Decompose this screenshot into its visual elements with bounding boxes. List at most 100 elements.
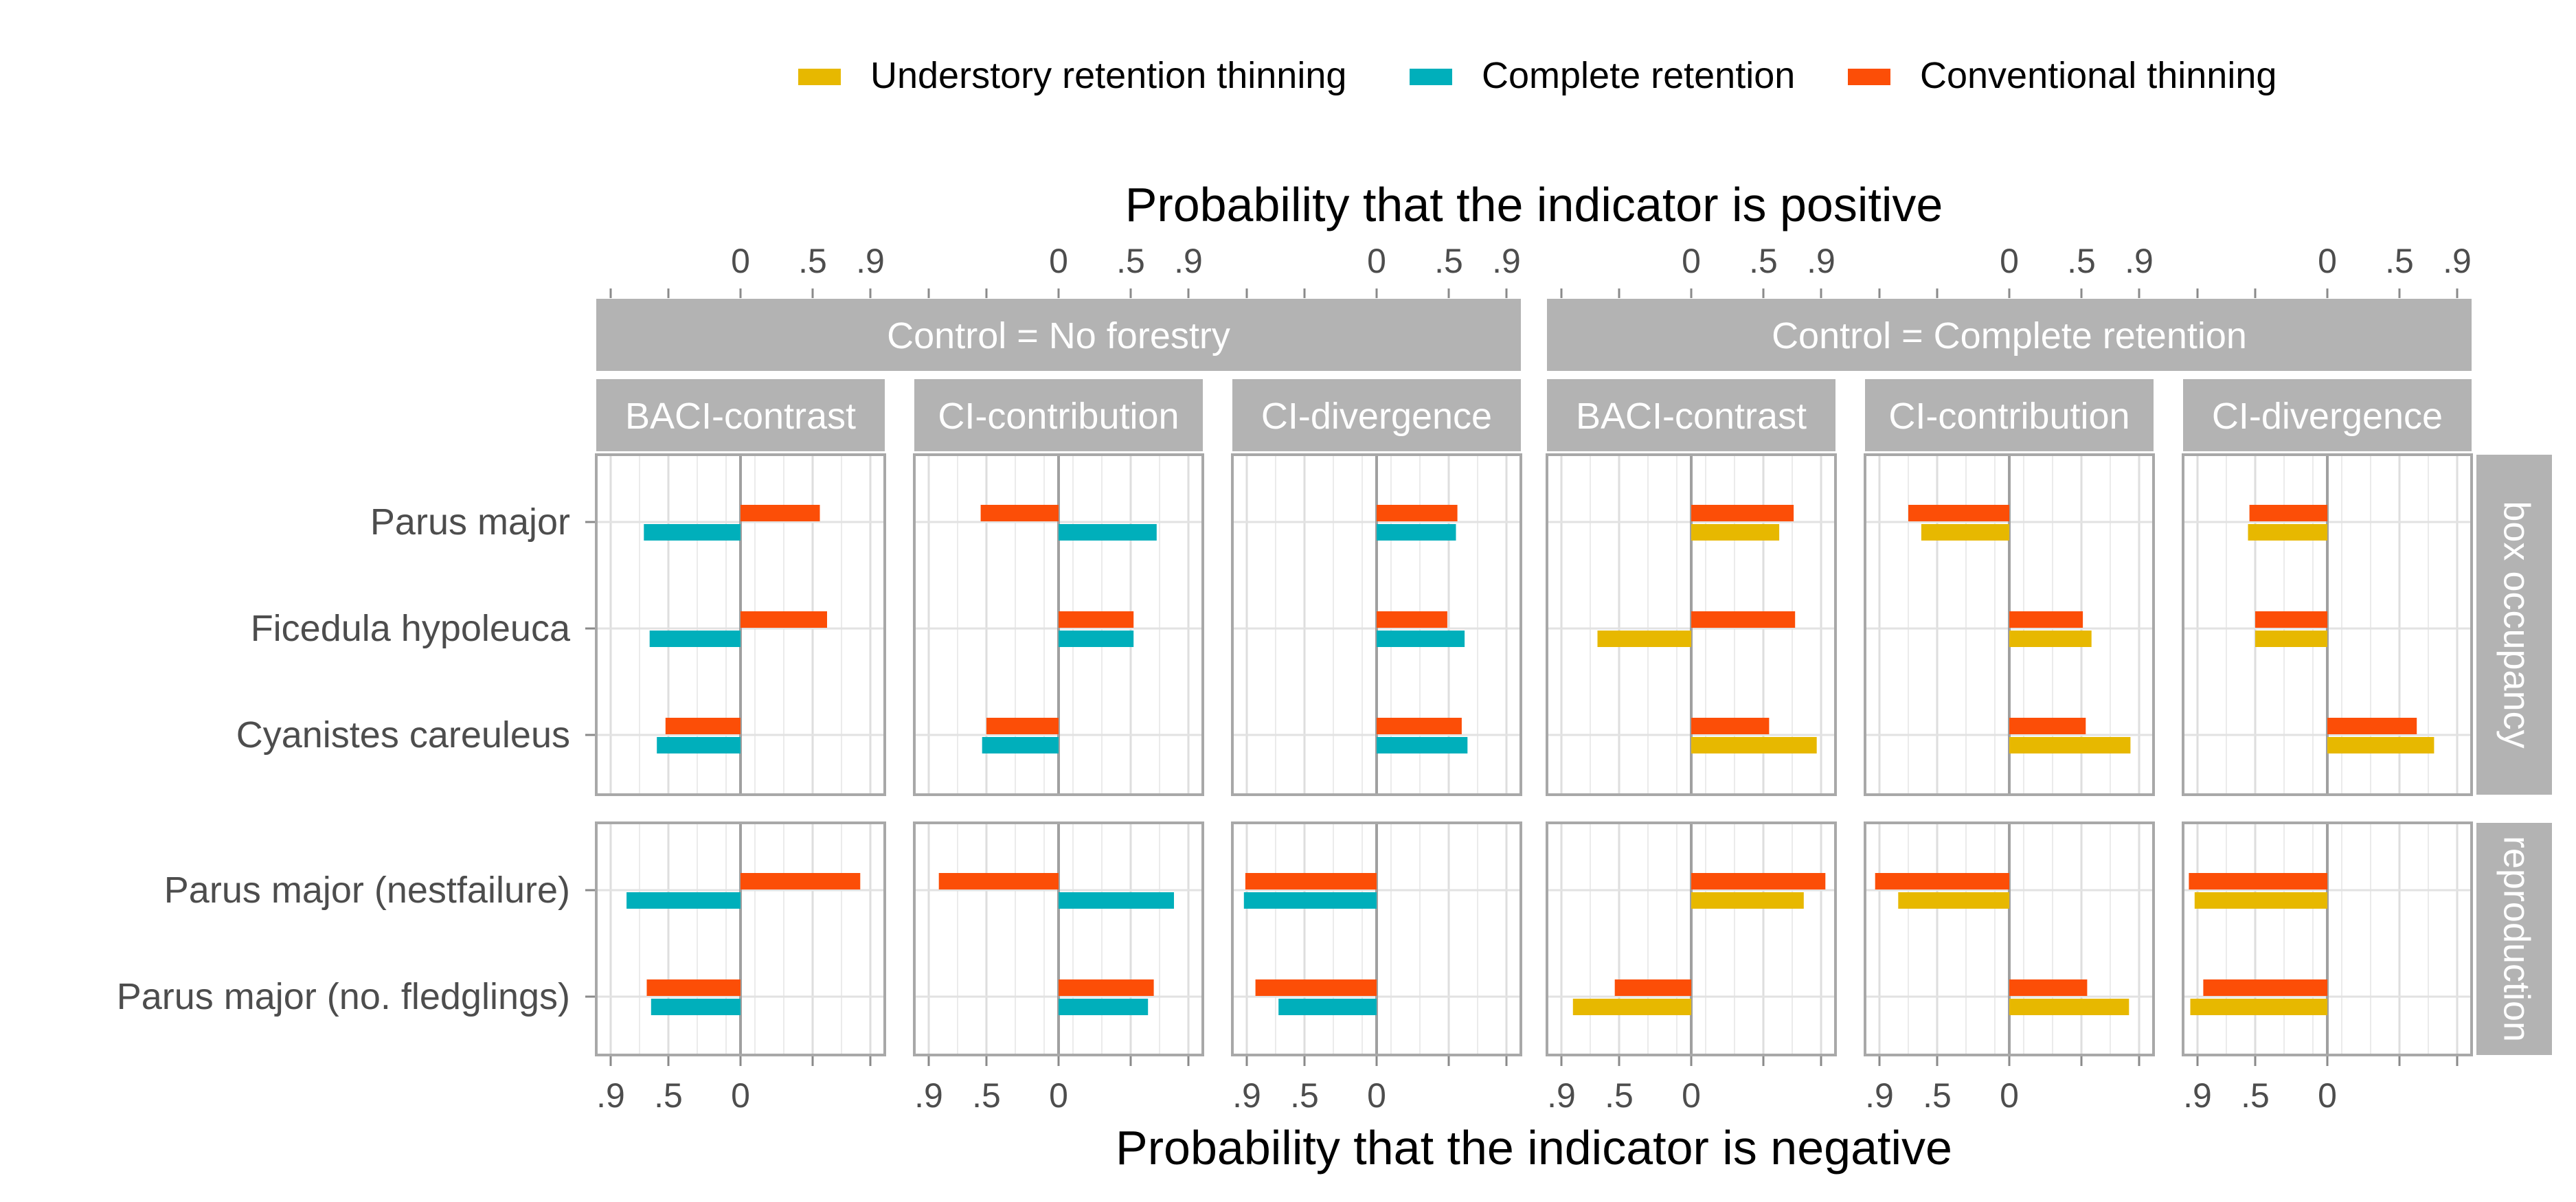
- bar-understory-retention-thinning: [2194, 892, 2327, 909]
- bar-complete-retention: [651, 999, 741, 1015]
- bottom-axis-title: Probability that the indicator is negati…: [1116, 1121, 1952, 1175]
- bar-conventional-thinning: [1377, 505, 1458, 521]
- species-label: Parus major (nestfailure): [164, 870, 570, 911]
- bar-conventional-thinning: [2249, 505, 2327, 521]
- column-group-strip: [596, 299, 1521, 371]
- bar-complete-retention: [1377, 631, 1465, 647]
- panel-border: [913, 821, 1204, 1056]
- bottom-tick-label: .9: [2183, 1076, 2212, 1115]
- top-tick-label: 0: [1682, 242, 1701, 280]
- bar-understory-retention-thinning: [2009, 631, 2092, 647]
- panel-border: [2182, 453, 2473, 796]
- top-tick-label: .9: [2443, 242, 2472, 280]
- legend-swatch-complete: [1410, 69, 1452, 85]
- top-tick-label: 0: [1049, 242, 1068, 280]
- panel-strip: [1547, 379, 1835, 451]
- bar-conventional-thinning: [2203, 979, 2327, 996]
- bar-understory-retention-thinning: [2009, 999, 2129, 1015]
- top-tick-label: .9: [2125, 242, 2154, 280]
- species-label: Cyanistes careuleus: [236, 714, 570, 756]
- bar-complete-retention: [1377, 524, 1456, 541]
- bar-conventional-thinning: [2255, 611, 2327, 628]
- bottom-tick-label: .5: [1290, 1076, 1319, 1115]
- column-group-strip: [1547, 299, 2472, 371]
- bar-conventional-thinning: [1691, 505, 1794, 521]
- bar-conventional-thinning: [1614, 979, 1691, 996]
- species-label: Parus major (no. fledglings): [117, 976, 570, 1017]
- bottom-tick-label: .9: [1865, 1076, 1894, 1115]
- panel-border: [913, 453, 1204, 796]
- top-tick-label: .9: [1174, 242, 1203, 280]
- panel-border: [1864, 453, 2155, 796]
- legend-swatch-understory: [798, 69, 841, 85]
- bar-conventional-thinning: [1691, 718, 1770, 734]
- legend-label-conventional: Conventional thinning: [1920, 55, 2276, 96]
- bar-conventional-thinning: [1377, 611, 1447, 628]
- panel-border: [1546, 453, 1837, 796]
- bar-conventional-thinning: [741, 611, 827, 628]
- bar-understory-retention-thinning: [1691, 892, 1804, 909]
- bar-conventional-thinning: [1908, 505, 2009, 521]
- top-tick-label: .9: [856, 242, 885, 280]
- bar-conventional-thinning: [646, 979, 741, 996]
- bar-complete-retention: [626, 892, 741, 909]
- bar-understory-retention-thinning: [1597, 631, 1691, 647]
- bar-conventional-thinning: [2009, 979, 2088, 996]
- bar-conventional-thinning: [938, 873, 1059, 889]
- bottom-tick-label: 0: [1049, 1076, 1068, 1115]
- panel-border: [1231, 821, 1522, 1056]
- bar-conventional-thinning: [665, 718, 741, 734]
- panel-border: [1864, 821, 2155, 1056]
- bar-complete-retention: [1059, 892, 1174, 909]
- bar-conventional-thinning: [2009, 718, 2086, 734]
- bar-conventional-thinning: [1245, 873, 1377, 889]
- bar-conventional-thinning: [1059, 979, 1154, 996]
- bar-understory-retention-thinning: [1572, 999, 1691, 1015]
- top-tick-label: .9: [1492, 242, 1521, 280]
- panel-strip: [1865, 379, 2154, 451]
- row-group-strip: [2476, 455, 2552, 795]
- panel-strip: [2183, 379, 2472, 451]
- panel-strip: [1232, 379, 1521, 451]
- species-label: Parus major: [370, 501, 570, 543]
- panel-border: [1231, 453, 1522, 796]
- bar-complete-retention: [649, 631, 741, 647]
- bottom-tick-label: .5: [1923, 1076, 1952, 1115]
- bottom-tick-label: .5: [1605, 1076, 1634, 1115]
- bar-conventional-thinning: [2327, 718, 2417, 734]
- top-tick-label: 0: [2318, 242, 2337, 280]
- top-tick-label: .5: [798, 242, 827, 280]
- panel-label: BACI-contrast: [1576, 396, 1807, 437]
- bottom-tick-label: 0: [2000, 1076, 2019, 1115]
- bar-conventional-thinning: [2009, 611, 2083, 628]
- bottom-tick-label: 0: [2318, 1076, 2337, 1115]
- bar-conventional-thinning: [1691, 873, 1826, 889]
- bar-conventional-thinning: [1875, 873, 2009, 889]
- bar-understory-retention-thinning: [2327, 737, 2434, 753]
- bar-understory-retention-thinning: [2255, 631, 2327, 647]
- top-tick-label: 0: [731, 242, 750, 280]
- panel-border: [595, 453, 886, 796]
- bar-complete-retention: [982, 737, 1059, 753]
- bar-complete-retention: [1059, 524, 1157, 541]
- top-tick-label: .5: [1116, 242, 1145, 280]
- top-tick-label: .5: [1749, 242, 1778, 280]
- bar-conventional-thinning: [741, 873, 861, 889]
- row-group-label: reproduction: [2496, 836, 2538, 1042]
- species-label: Ficedula hypoleuca: [251, 608, 571, 649]
- legend-swatch-conventional: [1848, 69, 1890, 85]
- bar-conventional-thinning: [980, 505, 1059, 521]
- bar-understory-retention-thinning: [2009, 737, 2131, 753]
- bottom-tick-label: 0: [731, 1076, 750, 1115]
- bottom-tick-label: 0: [1682, 1076, 1701, 1115]
- bar-understory-retention-thinning: [1921, 524, 2009, 541]
- top-tick-label: .5: [1434, 242, 1463, 280]
- panel-border: [1546, 821, 1837, 1056]
- bar-conventional-thinning: [986, 718, 1059, 734]
- column-group-label: Control = No forestry: [887, 315, 1230, 356]
- bar-complete-retention: [1059, 631, 1134, 647]
- panel-strip: [914, 379, 1203, 451]
- panel-label: BACI-contrast: [625, 396, 856, 437]
- bar-conventional-thinning: [741, 505, 820, 521]
- bottom-tick-label: .9: [914, 1076, 943, 1115]
